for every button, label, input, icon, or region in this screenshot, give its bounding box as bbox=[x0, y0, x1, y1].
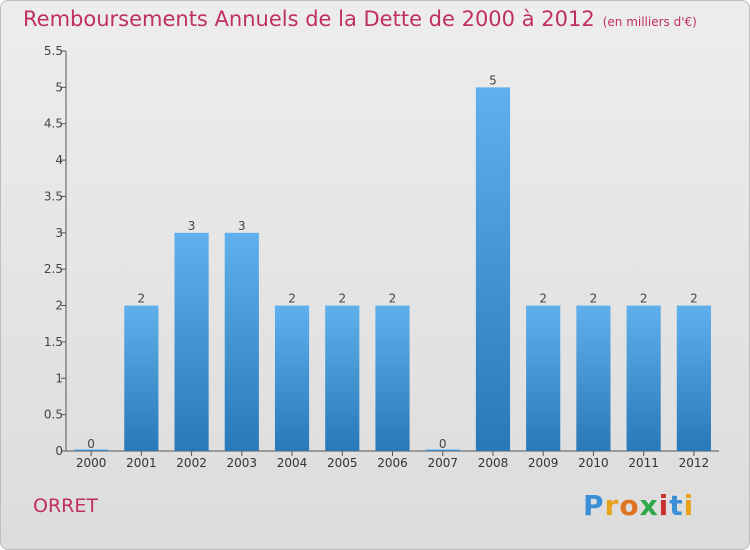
data-label: 3 bbox=[188, 219, 196, 233]
x-tick-label: 2009 bbox=[528, 456, 559, 470]
bar bbox=[576, 305, 611, 451]
bar bbox=[224, 232, 259, 451]
bar bbox=[274, 305, 310, 451]
y-tick-label: 4 bbox=[55, 153, 63, 167]
x-tick-label: 2004 bbox=[277, 456, 308, 470]
y-tick-label: 1 bbox=[55, 371, 63, 385]
bar bbox=[676, 305, 711, 451]
bar bbox=[475, 87, 511, 451]
data-label: 2 bbox=[389, 292, 397, 306]
bars bbox=[74, 87, 711, 451]
data-labels: 0 2 3 3 2 2 2 0 5 2 2 2 2 bbox=[87, 73, 697, 451]
x-tick-label: 2008 bbox=[478, 456, 509, 470]
x-tick-label: 2005 bbox=[327, 456, 358, 470]
x-tick-label: 2011 bbox=[628, 456, 659, 470]
bar bbox=[425, 449, 460, 451]
data-label: 0 bbox=[439, 437, 447, 451]
x-tick-label: 2006 bbox=[377, 456, 408, 470]
y-tick-label: 5.5 bbox=[44, 44, 63, 58]
x-tick-label: 2003 bbox=[227, 456, 258, 470]
x-tick-label: 2007 bbox=[427, 456, 458, 470]
y-tick-label: 2.5 bbox=[44, 262, 63, 276]
data-label: 5 bbox=[489, 73, 497, 87]
chart-unit: (en milliers d'€) bbox=[602, 15, 697, 29]
data-label: 2 bbox=[338, 292, 346, 306]
commune-name: ORRET bbox=[33, 495, 98, 517]
data-label: 2 bbox=[138, 292, 146, 306]
y-tick-label: 0 bbox=[55, 444, 63, 458]
chart-title: Remboursements Annuels de la Dette de 20… bbox=[23, 7, 697, 31]
x-tick-label: 2012 bbox=[679, 456, 710, 470]
data-label: 2 bbox=[288, 292, 296, 306]
proxiti-logo: Proxiti bbox=[583, 489, 695, 522]
x-tick-label: 2002 bbox=[176, 456, 207, 470]
bar bbox=[375, 305, 410, 451]
bar bbox=[626, 305, 661, 451]
y-tick-label: 0.5 bbox=[44, 408, 63, 422]
bar bbox=[174, 232, 209, 451]
data-label: 2 bbox=[640, 292, 648, 306]
y-tick-label: 1.5 bbox=[44, 335, 63, 349]
data-label: 2 bbox=[690, 292, 698, 306]
data-label: 2 bbox=[590, 292, 598, 306]
y-tick-label: 5 bbox=[55, 80, 63, 94]
x-tick-label: 2000 bbox=[76, 456, 107, 470]
chart-title-text: Remboursements Annuels de la Dette de 20… bbox=[23, 7, 595, 31]
x-tick-label: 2010 bbox=[578, 456, 609, 470]
bar bbox=[74, 449, 109, 451]
y-tick-label: 2 bbox=[55, 299, 63, 313]
data-label: 0 bbox=[87, 437, 95, 451]
x-tick-label: 2001 bbox=[126, 456, 157, 470]
data-label: 3 bbox=[238, 219, 246, 233]
bar bbox=[526, 305, 561, 451]
y-tick-label: 3 bbox=[55, 226, 63, 240]
bar bbox=[325, 305, 360, 451]
data-label: 2 bbox=[539, 292, 547, 306]
y-tick-label: 4.5 bbox=[44, 117, 63, 131]
y-tick-label: 3.5 bbox=[44, 189, 63, 203]
bar bbox=[124, 305, 159, 451]
